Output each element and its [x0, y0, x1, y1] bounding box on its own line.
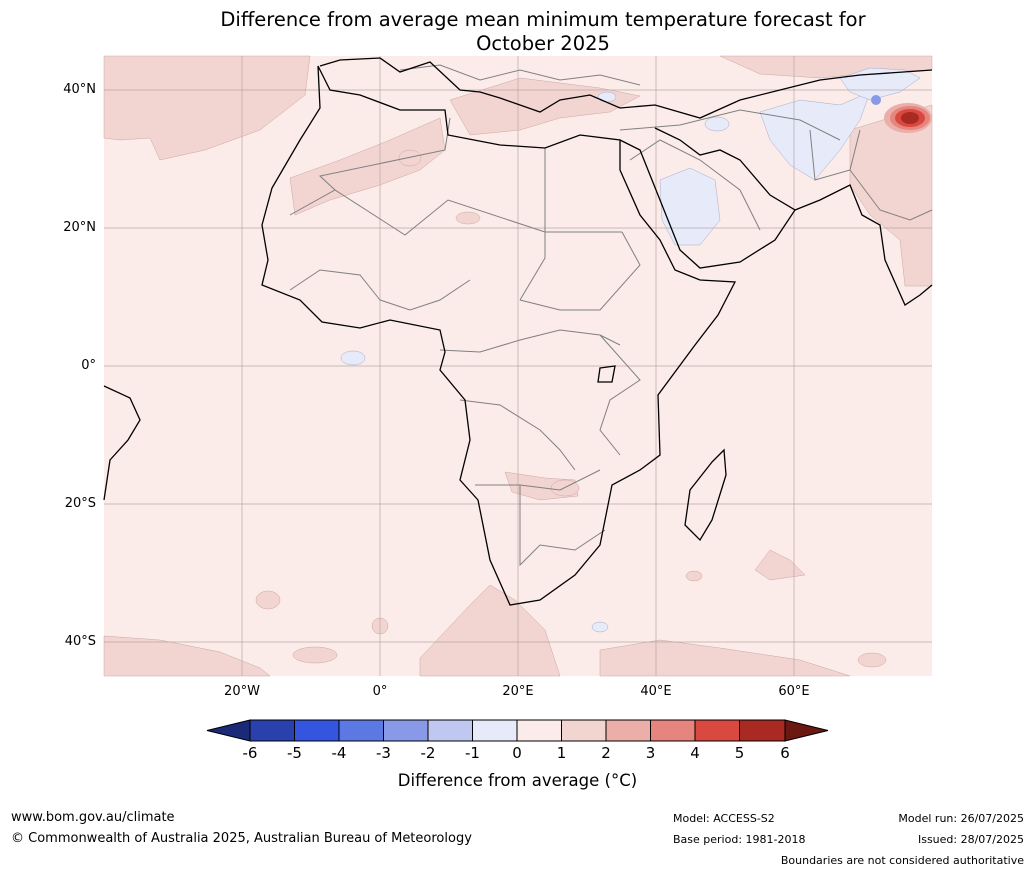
colorbar-segment-1: [249, 719, 295, 742]
lon-label-60e: 60°E: [778, 684, 810, 699]
colorbar-segment-8: [561, 719, 607, 742]
footer-model-run: Model run: 26/07/2025: [898, 812, 1024, 825]
hotspot-ring-5-6: [901, 112, 919, 124]
coastline-south-america: [103, 385, 141, 501]
anomaly-patch-small-7: [292, 646, 338, 664]
anomaly-patch-small-3: [398, 149, 422, 167]
colorbar-segment-6: [472, 719, 518, 742]
colorbar-tick: 0: [512, 744, 522, 762]
colorbar-tick: 6: [780, 744, 790, 762]
country-borders: [289, 64, 933, 567]
lat-label-0: 0°: [81, 358, 96, 373]
title-line-1: Difference from average mean minimum tem…: [220, 8, 866, 31]
anomaly-patch-small-6: [685, 570, 703, 582]
colorbar-tick: 3: [645, 744, 656, 762]
border-congo: [459, 399, 576, 471]
colorbar-tick: -1: [465, 744, 480, 762]
colorbar-label: Difference from average (°C): [397, 771, 638, 790]
anomaly-patch-arabia: [659, 167, 721, 246]
anomaly-patch-south-atlantic-south: [103, 635, 271, 677]
colorbar-segment-2: [294, 719, 340, 742]
colorbar-arrow-low: [206, 719, 251, 742]
border-southern-africa: [475, 469, 601, 491]
border-chad-sudan: [519, 231, 641, 311]
colorbar-segment-11: [694, 719, 740, 742]
colorbar-segment-10: [650, 719, 696, 742]
footer-base-period: Base period: 1981-2018: [673, 833, 806, 846]
coastlines: [103, 57, 933, 606]
colorbar-segment-4: [383, 719, 429, 742]
colorbar-arrow-high: [784, 719, 829, 742]
anomaly-patch-gulf-of-guinea: [340, 350, 366, 366]
colorbar-tick: 4: [690, 744, 700, 762]
anomaly-patch-small-4: [455, 211, 481, 225]
anomaly-patch-black-sea: [597, 91, 617, 103]
anomaly-patch-mediterranean: [449, 77, 641, 136]
warm-anomaly-patches: [103, 55, 933, 677]
border-libya-egypt: [544, 148, 622, 233]
colorbar-tick: 5: [734, 744, 745, 762]
anomaly-patch-indian-ocean-east: [754, 549, 806, 581]
border-east-africa: [599, 334, 641, 456]
border-arabia: [629, 139, 761, 231]
coastline-africa: [261, 65, 737, 606]
title-line-2: October 2025: [476, 32, 610, 55]
colorbar-tick: -3: [376, 744, 391, 762]
lon-label-40e: 40°E: [640, 684, 672, 699]
cool-anomaly-patches: [340, 67, 921, 633]
border-namibia: [519, 485, 606, 567]
anomaly-patch-south-atlantic-east: [419, 584, 561, 677]
footer-copyright: © Commonwealth of Australia 2025, Austra…: [11, 831, 472, 846]
colorbar-tick: -4: [331, 744, 347, 762]
colorbar-segment-12: [739, 719, 786, 742]
anomaly-patch-indian-ocean-south: [599, 639, 851, 677]
colorbar-segment-3: [338, 719, 384, 742]
anomaly-patch-small-1: [255, 590, 281, 610]
colorbar-segment-9: [605, 719, 651, 742]
coastline-arabia: [619, 127, 796, 269]
lat-label-40s: 40°S: [64, 634, 96, 649]
anomaly-patch-central-asia: [839, 67, 921, 101]
anomaly-patch-small-5: [857, 652, 887, 668]
colorbar-tick: 2: [601, 744, 611, 762]
colorbar-segment-7: [516, 719, 562, 742]
lat-label-40n: 40°N: [63, 82, 96, 97]
footer-issued: Issued: 28/07/2025: [917, 833, 1024, 846]
colorbar-tick: 1: [556, 744, 567, 762]
footer-disclaimer: Boundaries are not considered authoritat…: [780, 854, 1024, 867]
coastline-india: [794, 184, 933, 306]
hotspot-cold-dot: [871, 95, 881, 105]
colorbar-tick: -6: [242, 744, 258, 762]
lat-label-20n: 20°N: [63, 220, 96, 235]
border-middle-east: [619, 109, 841, 141]
border-central-africa: [439, 329, 621, 353]
border-west-africa: [289, 269, 471, 311]
lon-label-20w: 20°W: [224, 684, 260, 699]
anomaly-patch-south-asia: [849, 104, 933, 287]
border-india: [849, 169, 933, 221]
coastline-lake-victoria: [597, 365, 616, 383]
graticule: [104, 56, 932, 676]
lon-label-20e: 20°E: [502, 684, 534, 699]
anomaly-patch-north-atlantic: [103, 55, 311, 161]
lon-label-0: 0°: [372, 684, 388, 699]
coastline-europe: [319, 57, 933, 119]
border-europe: [399, 64, 641, 86]
himalaya-hotspot: [871, 95, 932, 133]
border-iran-afghan: [809, 129, 861, 181]
anomaly-patch-caspian: [704, 116, 730, 132]
colorbar-segment-5: [427, 719, 473, 742]
lat-label-20s: 20°S: [64, 496, 96, 511]
footer-model: Model: ACCESS-S2: [673, 812, 775, 825]
coastline-madagascar: [684, 448, 727, 542]
anomaly-patch-south-ocean: [591, 621, 609, 633]
colorbar-tick: -2: [420, 744, 436, 762]
map-title: Difference from average mean minimum tem…: [0, 8, 1035, 56]
colorbar: [206, 719, 829, 742]
anomaly-patch-iran: [759, 91, 871, 181]
footer-website-link[interactable]: www.bom.gov.au/climate: [11, 810, 175, 825]
colorbar-tick: -5: [287, 744, 302, 762]
